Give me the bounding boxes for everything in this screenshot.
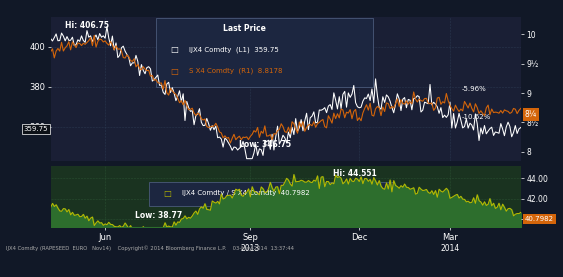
Text: -5.96%: -5.96% — [462, 86, 487, 92]
FancyBboxPatch shape — [149, 182, 394, 206]
Text: □: □ — [171, 67, 178, 76]
Text: IJX4 Comdty (RAPESEED  EURO   Nov14)    Copyright© 2014 Bloomberg Finance L.P.  : IJX4 Comdty (RAPESEED EURO Nov14) Copyri… — [6, 245, 294, 251]
Text: IJX4 Comdty  (L1)  359.75: IJX4 Comdty (L1) 359.75 — [189, 46, 279, 53]
Text: Hi: 44.551: Hi: 44.551 — [333, 169, 377, 178]
Text: Low: 346.75: Low: 346.75 — [239, 140, 291, 150]
Text: 40.7982: 40.7982 — [525, 216, 554, 222]
Text: 8¼: 8¼ — [525, 110, 537, 119]
Text: Last Price: Last Price — [223, 24, 266, 33]
Text: 359.75: 359.75 — [24, 126, 48, 132]
Text: □: □ — [171, 45, 178, 54]
Text: Low: 38.77: Low: 38.77 — [135, 211, 182, 220]
FancyBboxPatch shape — [157, 18, 373, 87]
Text: IJX4 Comdty / S X4 Comdty  40.7982: IJX4 Comdty / S X4 Comdty 40.7982 — [182, 190, 310, 196]
Text: □: □ — [163, 189, 171, 198]
Text: Hi: 406.75: Hi: 406.75 — [65, 21, 109, 30]
Text: S X4 Comdty  (R1)  8.8178: S X4 Comdty (R1) 8.8178 — [189, 68, 283, 75]
Text: 2013: 2013 — [241, 244, 260, 253]
Text: -10.62%: -10.62% — [462, 114, 491, 120]
Text: 2014: 2014 — [440, 244, 459, 253]
